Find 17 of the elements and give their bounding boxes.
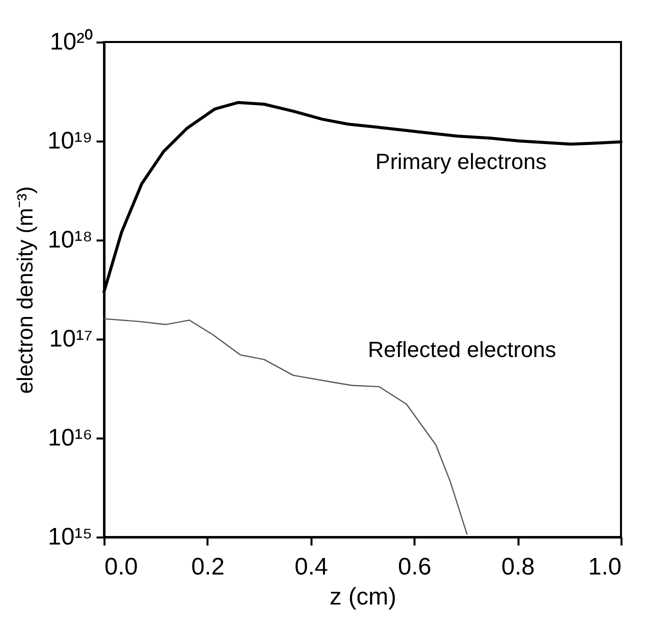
y-tick-label: 10¹⁹ xyxy=(48,128,92,154)
series-label: Reflected electrons xyxy=(368,337,556,362)
y-tick-label: 10¹⁵ xyxy=(48,524,92,550)
x-tick-label: 1.0 xyxy=(588,554,622,580)
x-tick-label: 0.2 xyxy=(191,554,225,580)
x-tick-label: 0.6 xyxy=(398,554,432,580)
line-series xyxy=(103,318,468,535)
series-label: Primary electrons xyxy=(375,149,547,174)
x-axis-title: z (cm) xyxy=(330,584,396,610)
x-tick-label: 0.0 xyxy=(104,554,138,580)
y-tick-label: 10²⁰ xyxy=(50,28,92,56)
x-tick-label: 0.4 xyxy=(294,554,328,580)
y-tick-label: 10¹⁶ xyxy=(48,424,92,452)
y-tick-label: 10¹⁸ xyxy=(48,226,92,254)
y-tick-label: 10¹⁷ xyxy=(49,326,92,352)
y-axis-title: electron density (m⁻³) xyxy=(12,186,38,394)
x-tick-label: 0.8 xyxy=(501,554,535,580)
